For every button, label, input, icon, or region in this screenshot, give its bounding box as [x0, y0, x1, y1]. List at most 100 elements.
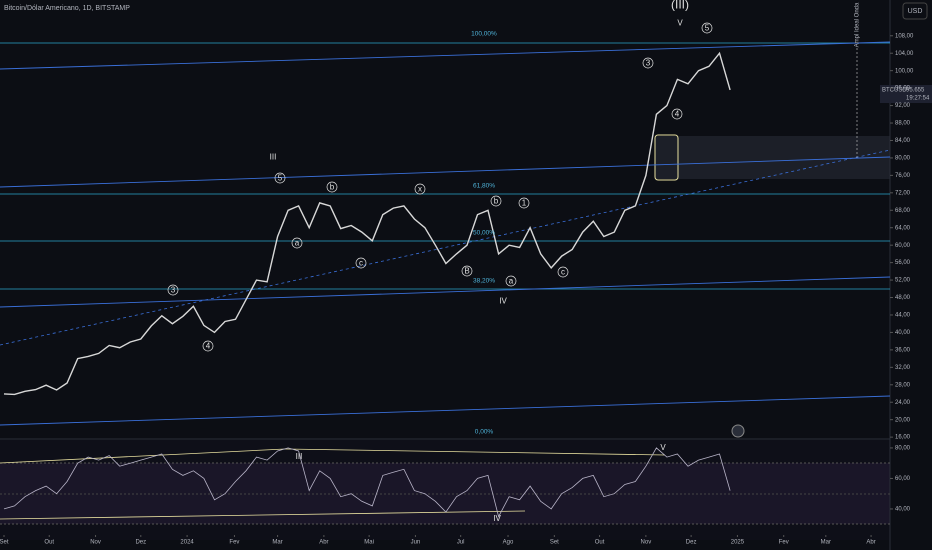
x-tick-label: Dez [135, 540, 146, 546]
scroll-button[interactable] [731, 424, 745, 438]
rsi-wave-label: V [660, 443, 666, 452]
y-tick-label: 88,00 [895, 121, 911, 127]
rsi-wave-label: III [296, 452, 303, 461]
x-tick-label: Out [44, 540, 54, 546]
currency-label[interactable]: USD [908, 8, 923, 15]
x-tick-label: 2024 [180, 540, 194, 546]
x-tick-label: Mar [821, 540, 831, 546]
wave-circle [701, 22, 713, 34]
x-tick-label: Dez [686, 540, 697, 546]
y-tick-label: 56,00 [895, 260, 911, 266]
y-tick-label: 32,00 [895, 365, 911, 371]
wave-label: B [464, 267, 469, 276]
y-tick-label: 84,00 [895, 138, 911, 144]
wave-circle [167, 284, 179, 296]
wave-circle [274, 172, 286, 184]
wave-circle [291, 237, 303, 249]
x-tick-label: Nov [641, 540, 652, 546]
chart-title: Bitcoin/Dólar Americano, 1D, BITSTAMP [4, 5, 130, 12]
x-tick-label: Set [550, 540, 559, 546]
fib-label: 38,20% [473, 278, 495, 285]
wave-circle [202, 340, 214, 352]
wave-label: III [270, 153, 277, 162]
y-tick-label: 104,00 [895, 51, 914, 57]
x-tick-label: Jul [457, 540, 465, 546]
box [654, 134, 679, 181]
y-tick-label: 20,00 [895, 417, 911, 423]
wave-circle [518, 197, 530, 209]
x-tick-label: Fev [229, 540, 239, 546]
rsi-trendline [0, 510, 526, 520]
y-tick-label: 60,00 [895, 476, 911, 482]
fib-label: 50,00% [473, 230, 495, 237]
wave-label: b [330, 183, 335, 192]
wave-circle [557, 266, 569, 278]
price-tag [880, 85, 932, 103]
wave-circle [490, 195, 502, 207]
x-tick-label: Ago [503, 540, 514, 546]
wave-circle [355, 257, 367, 269]
x-tick-label: Nov [90, 540, 101, 546]
wave-label: c [359, 259, 363, 268]
y-tick-label: 24,00 [895, 400, 911, 406]
vertical-note: Ampl Ideal Onda [855, 2, 861, 47]
y-tick-label: 80,00 [895, 446, 911, 452]
wave-circle [414, 183, 426, 195]
wave-label: x [418, 185, 422, 194]
y-tick-label: 68,00 [895, 208, 911, 214]
y-tick-label: 76,00 [895, 173, 911, 179]
wave-circle [642, 57, 654, 69]
wave-label: 5 [705, 24, 710, 33]
trend-dashed [0, 149, 891, 346]
price-tag-countdown: 19:27:54 [906, 96, 930, 102]
fib-label: 0,00% [475, 429, 494, 436]
wave-label: a [295, 239, 300, 248]
x-tick-label: Abr [866, 540, 875, 546]
y-tick-label: 52,00 [895, 278, 911, 284]
x-tick-label: Abr [319, 540, 328, 546]
y-tick-label: 28,00 [895, 382, 911, 388]
price-tag-price: 95.655 [906, 88, 925, 94]
wave-label: 1 [522, 199, 527, 208]
wave-label: 5 [278, 174, 283, 183]
wave-label: 4 [675, 110, 680, 119]
wave-label: (III) [671, 0, 689, 12]
rsi-wave-label: IV [493, 514, 501, 523]
wave-label: c [561, 268, 565, 277]
y-tick-label: 40,00 [895, 330, 911, 336]
x-tick-label: Mar [272, 540, 282, 546]
wave-label: 3 [171, 286, 176, 295]
y-tick-label: 80,00 [895, 156, 911, 162]
x-tick-label: Set [0, 540, 9, 546]
y-tick-label: 96,00 [895, 86, 911, 92]
rsi-trendline [284, 448, 666, 456]
wave-label: a [509, 277, 514, 286]
y-tick-label: 64,00 [895, 225, 911, 231]
wave-label: IV [499, 297, 507, 306]
x-tick-label: 2025 [731, 540, 745, 546]
price-line [3, 51, 731, 396]
fib-label: 100,00% [471, 31, 497, 38]
y-tick-label: 16,00 [895, 435, 911, 441]
x-tick-label: Jun [411, 540, 421, 546]
wave-label: 3 [646, 59, 651, 68]
y-tick-label: 48,00 [895, 295, 911, 301]
fib-lines [0, 42, 890, 290]
x-tick-label: Out [595, 540, 605, 546]
y-tick-label: 40,00 [895, 507, 911, 513]
rsi-trendline [0, 448, 286, 464]
y-tick-label: 36,00 [895, 347, 911, 353]
x-tick-label: Mai [364, 540, 374, 546]
y-tick-label: 108,00 [895, 33, 914, 39]
currency-button[interactable] [902, 2, 928, 20]
channel-lines [0, 41, 891, 426]
fib-label: 61,80% [473, 183, 495, 190]
wave-label: 4 [206, 342, 211, 351]
wave-label: b [494, 197, 499, 206]
y-tick-label: 44,00 [895, 313, 911, 319]
y-tick-label: 60,00 [895, 243, 911, 249]
wave-circle [461, 265, 473, 277]
wave-circle [671, 108, 683, 120]
zone [655, 136, 890, 179]
